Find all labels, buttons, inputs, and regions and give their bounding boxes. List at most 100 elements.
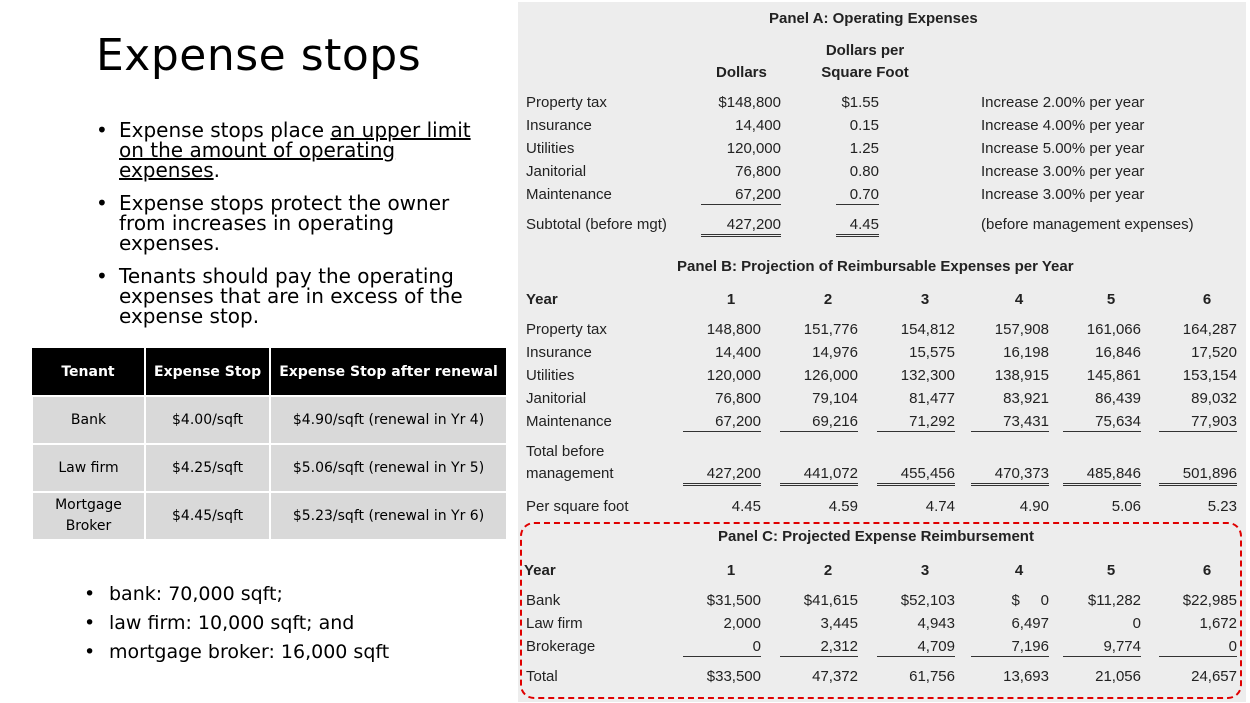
panel-b-value: 81,477 <box>909 390 955 407</box>
panel-c-value: 9,774 <box>1063 638 1141 657</box>
panel-a-col-psf-2: Square Foot <box>821 64 909 81</box>
tenant-sqft-list: bank: 70,000 sqft; law firm: 10,000 sqft… <box>84 580 389 667</box>
panel-a-dollars: 120,000 <box>726 140 781 157</box>
panel-b-row-label: Maintenance <box>526 413 612 430</box>
panel-c-row-label: Law firm <box>526 615 583 632</box>
panel-c-value: 0 <box>1132 615 1141 632</box>
list-item: bank: 70,000 sqft; <box>84 580 389 609</box>
panel-b-value: 161,066 <box>1086 321 1141 338</box>
panel-c-value: 1,672 <box>1199 615 1237 632</box>
panel-c-total-value: $33,500 <box>706 668 761 685</box>
panel-b-value: 120,000 <box>706 367 761 384</box>
panel-c-value: $41,615 <box>803 592 858 609</box>
panel-c-year-3: 3 <box>920 562 930 579</box>
panel-b-value: 16,198 <box>1003 344 1049 361</box>
panel-b-value: 145,861 <box>1086 367 1141 384</box>
panel-a-psf: 0.80 <box>849 163 879 180</box>
panel-c-value: 6,497 <box>1011 615 1049 632</box>
header-expense-stop-renewal: Expense Stop after renewal <box>270 348 508 396</box>
panel-b-psf-value: 5.23 <box>1207 498 1237 515</box>
panel-b-total-value: 455,456 <box>877 465 955 486</box>
panel-b-value: 73,431 <box>971 413 1049 432</box>
panel-a-note: Increase 4.00% per year <box>981 117 1145 134</box>
panel-c-year-5: 5 <box>1106 562 1116 579</box>
panel-c-total-value: 61,756 <box>909 668 955 685</box>
panel-b-psf-value: 4.59 <box>828 498 858 515</box>
cell-stop: $4.25/sqft <box>143 443 272 493</box>
panel-c-title: Panel C: Projected Expense Reimbursement <box>718 528 1034 545</box>
bullet-tenants-pay: Tenants should pay the operating expense… <box>96 266 496 326</box>
panel-a-row-label: Janitorial <box>526 163 587 180</box>
panel-a-dollars: 14,400 <box>735 117 781 134</box>
cell-stop: $4.00/sqft <box>143 395 272 445</box>
panel-b-value: 151,776 <box>803 321 858 338</box>
panel-b-value: 153,154 <box>1182 367 1237 384</box>
panel-b-year-2: 2 <box>823 291 833 308</box>
panel-a-psf: 0.15 <box>849 117 879 134</box>
panel-a-title: Panel A: Operating Expenses <box>769 10 978 27</box>
panel-b-value: 76,800 <box>715 390 761 407</box>
panel-b-year-4: 4 <box>1014 291 1024 308</box>
header-tenant: Tenant <box>32 348 146 396</box>
panel-c-total-value: 24,657 <box>1191 668 1237 685</box>
panel-a-row-label: Maintenance <box>526 186 612 203</box>
cell-tenant: Law firm <box>31 443 146 493</box>
cell-tenant: Bank <box>31 395 146 445</box>
panel-c-value: 7,196 <box>971 638 1049 657</box>
panel-b-value: 138,915 <box>994 367 1049 384</box>
panel-b-value: 126,000 <box>803 367 858 384</box>
panel-a-note: Increase 5.00% per year <box>981 140 1145 157</box>
panel-c-value: 4,709 <box>877 638 955 657</box>
header-expense-stop: Expense Stop <box>145 348 272 396</box>
panel-b-title: Panel B: Projection of Reimbursable Expe… <box>677 258 1074 275</box>
panel-a-dollars: 76,800 <box>735 163 781 180</box>
panel-b-total-value: 501,896 <box>1159 465 1237 486</box>
cell-stop-renewal: $4.90/sqft (renewal in Yr 4) <box>269 395 508 445</box>
panel-c-value: 2,312 <box>780 638 858 657</box>
panel-b-value: 17,520 <box>1191 344 1237 361</box>
panel-b-value: 164,287 <box>1182 321 1237 338</box>
panel-c-total-label: Total <box>526 668 558 685</box>
panel-b-year-label: Year <box>526 291 558 308</box>
panel-b-total-value: 485,846 <box>1063 465 1141 486</box>
cell-stop: $4.45/sqft <box>143 491 272 541</box>
panel-b-row-label: Property tax <box>526 321 607 338</box>
panel-c-year-1: 1 <box>726 562 736 579</box>
panel-b-psf-value: 5.06 <box>1111 498 1141 515</box>
panel-c-value: $31,500 <box>706 592 761 609</box>
panel-a-note: Increase 3.00% per year <box>981 186 1145 203</box>
panel-b-psf-value: 4.45 <box>731 498 761 515</box>
panel-b-value: 69,216 <box>780 413 858 432</box>
panel-a-subtotal-dollars: 427,200 <box>701 216 781 237</box>
panel-c-year-2: 2 <box>823 562 833 579</box>
panel-b-year-6: 6 <box>1202 291 1212 308</box>
panel-c-value: 4,943 <box>917 615 955 632</box>
panel-b-psf-value: 4.74 <box>925 498 955 515</box>
panel-b-value: 75,634 <box>1063 413 1141 432</box>
table-row: Law firm $4.25/sqft $5.06/sqft (renewal … <box>31 443 508 493</box>
panel-b-value: 157,908 <box>994 321 1049 338</box>
cell-tenant: Mortgage Broker <box>31 491 146 541</box>
panel-b-value: 79,104 <box>812 390 858 407</box>
list-item: mortgage broker: 16,000 sqft <box>84 638 389 667</box>
list-item: law firm: 10,000 sqft; and <box>84 609 389 638</box>
panel-b-value: 154,812 <box>900 321 955 338</box>
panel-b-value: 16,846 <box>1095 344 1141 361</box>
panel-a-dollars: 67,200 <box>701 186 781 205</box>
panel-b-total-value: 441,072 <box>780 465 858 486</box>
bullet-text: Expense stops place <box>119 118 331 142</box>
cell-stop-renewal: $5.23/sqft (renewal in Yr 6) <box>269 491 508 541</box>
panel-a-subtotal-label: Subtotal (before mgt) <box>526 216 667 233</box>
slide-title: Expense stops <box>96 30 422 81</box>
panel-a-row-label: Utilities <box>526 140 575 157</box>
panel-a-psf: 1.25 <box>849 140 879 157</box>
panel-b-total-label-2: management <box>526 465 614 482</box>
panel-b-value: 71,292 <box>877 413 955 432</box>
panel-c-value: $11,282 <box>1087 592 1141 609</box>
panel-c-year-label: Year <box>524 562 556 579</box>
panel-b-year-1: 1 <box>726 291 736 308</box>
panel-c-value: 0 <box>1159 638 1237 657</box>
panel-a-subtotal-note: (before management expenses) <box>981 216 1194 233</box>
panel-c-year-6: 6 <box>1202 562 1212 579</box>
panel-b-value: 86,439 <box>1095 390 1141 407</box>
